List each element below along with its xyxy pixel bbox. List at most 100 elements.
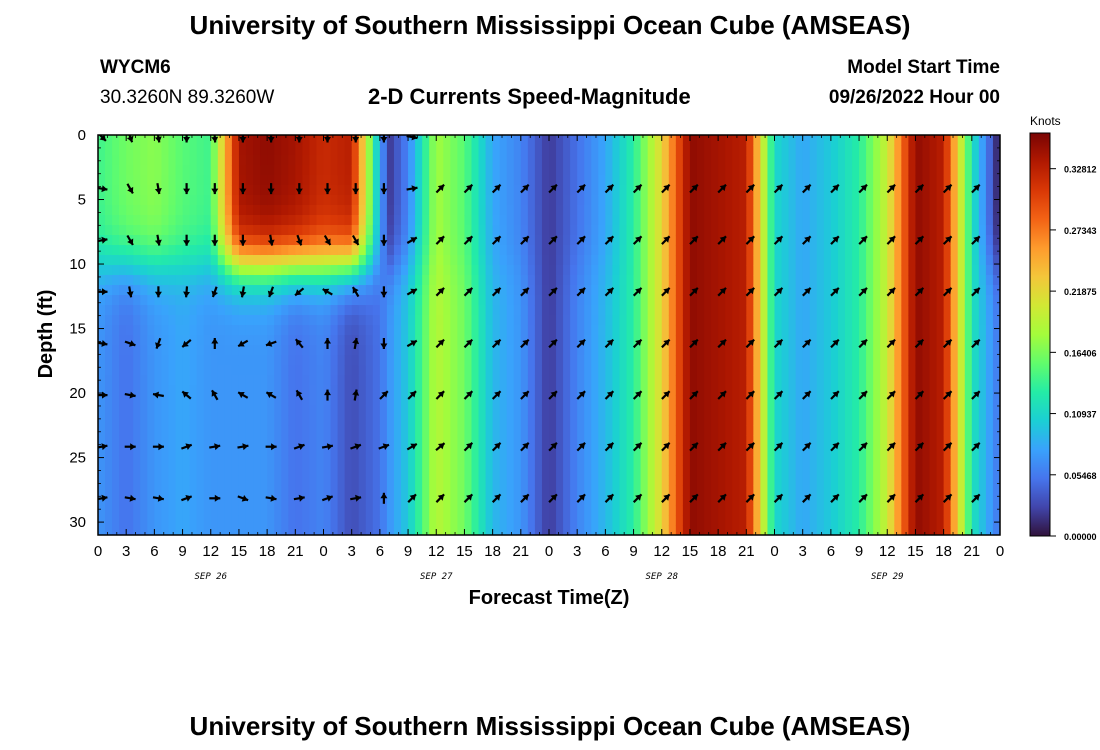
heatmap-cell [711,255,719,266]
heatmap-cell [478,215,487,226]
heatmap-cell [682,445,691,456]
heatmap-cell [718,465,726,476]
heatmap-cell [422,315,430,326]
heatmap-cell [873,245,881,256]
heatmap-cell [654,315,663,326]
heatmap-cell [253,475,261,486]
heatmap-cell [196,515,205,526]
heatmap-cell [950,225,959,236]
heatmap-cell [386,345,395,356]
heatmap-cell [880,385,888,396]
heatmap-cell [520,325,529,336]
heatmap-cell [161,385,170,396]
heatmap-cell [746,495,754,506]
heatmap-cell [549,265,557,276]
heatmap-cell [654,185,663,196]
heatmap-cell [943,325,952,336]
heatmap-cell [633,295,642,306]
heatmap-cell [323,465,332,476]
heatmap-cell [464,375,473,386]
heatmap-cell [309,335,318,346]
heatmap-cell [393,215,402,226]
heatmap-cell [739,475,747,486]
heatmap-cell [295,465,303,476]
heatmap-cell [253,505,261,516]
heatmap-cell [372,475,381,486]
heatmap-cell [217,165,226,176]
heatmap-cell [175,275,184,286]
heatmap-cell [859,455,867,466]
heatmap-cell [788,155,797,166]
heatmap-cell [295,155,303,166]
heatmap-cell [337,265,346,276]
heatmap-cell [584,295,592,306]
heatmap-cell [859,205,867,216]
heatmap-cell [605,155,614,166]
heatmap-cell [661,305,670,316]
heatmap-cell [640,345,649,356]
heatmap-cell [725,165,733,176]
heatmap-cell [140,295,148,306]
heatmap-cell [506,305,515,316]
heatmap-cell [365,285,374,296]
heatmap-cell [682,345,691,356]
heatmap-cell [809,175,818,186]
heatmap-cell [168,395,177,406]
heatmap-cell [161,375,170,386]
heatmap-cell [640,155,649,166]
heatmap-cell [689,415,698,426]
heatmap-cell [351,505,360,516]
heatmap-cell [358,425,367,436]
heatmap-cell [866,435,874,446]
heatmap-cell [605,215,614,226]
heatmap-cell [147,465,155,476]
heatmap-cell [238,205,247,216]
heatmap-cell [795,155,804,166]
heatmap-cell [549,385,557,396]
heatmap-cell [189,315,198,326]
heatmap-cell [640,295,649,306]
heatmap-cell [527,475,536,486]
heatmap-cell [126,245,134,256]
heatmap-cell [788,485,797,496]
heatmap-cell [520,165,529,176]
heatmap-cell [774,195,783,206]
heatmap-cell [549,485,557,496]
heatmap-cell [781,395,790,406]
heatmap-cell [718,385,726,396]
heatmap-cell [844,315,853,326]
heatmap-cell [598,155,606,166]
heatmap-cell [802,315,811,326]
heatmap-cell [788,195,797,206]
heatmap-cell [654,165,663,176]
heatmap-cell [823,375,832,386]
heatmap-cell [126,415,134,426]
heatmap-cell [358,255,367,266]
heatmap-cell [393,175,402,186]
heatmap-cell [830,505,839,516]
heatmap-cell [844,275,853,286]
heatmap-cell [654,145,663,156]
heatmap-cell [274,315,282,326]
heatmap-cell [365,175,374,186]
heatmap-cell [337,445,346,456]
heatmap-cell [647,205,656,216]
heatmap-cell [844,505,853,516]
heatmap-cell [330,155,339,166]
heatmap-cell [781,245,790,256]
heatmap-cell [126,455,134,466]
heatmap-cell [464,425,473,436]
heatmap-cell [105,135,113,146]
heatmap-cell [577,355,585,366]
heatmap-cell [711,135,719,146]
heatmap-cell [563,375,571,386]
heatmap-cell [760,415,769,426]
heatmap-cell [682,355,691,366]
heatmap-cell [415,445,423,456]
heatmap-cell [154,355,163,366]
heatmap-cell [358,455,367,466]
heatmap-cell [711,415,719,426]
heatmap-cell [541,515,550,526]
heatmap-cell [668,175,677,186]
heatmap-cell [873,175,881,186]
